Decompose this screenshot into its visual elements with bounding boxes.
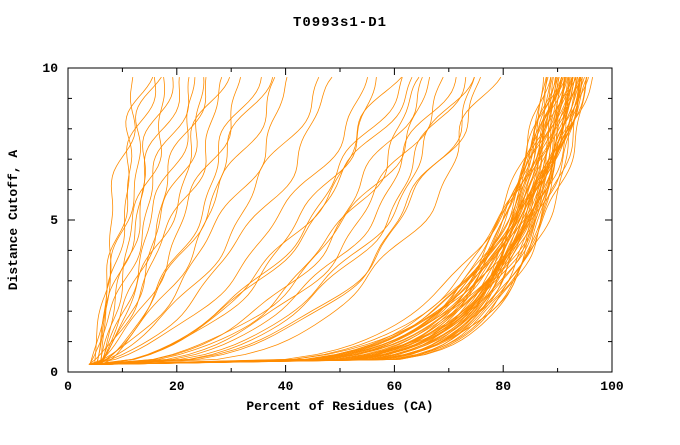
curve-series-group [88, 76, 593, 365]
model-curve [95, 77, 562, 365]
model-curve [89, 77, 560, 365]
model-curve [96, 77, 457, 365]
model-curve [89, 77, 582, 365]
model-curve [101, 76, 573, 365]
chart-title: T0993s1-D1 [293, 15, 387, 31]
model-curve [90, 77, 577, 365]
model-curve [96, 76, 162, 365]
model-curve [89, 77, 181, 365]
model-curve [89, 77, 190, 365]
model-curve [89, 76, 320, 365]
model-curve [101, 77, 467, 365]
model-curve [95, 76, 577, 365]
model-curve [94, 77, 583, 365]
model-curve [100, 77, 573, 365]
x-tick-label: 80 [495, 379, 511, 394]
model-curve [101, 77, 157, 365]
model-curve [101, 77, 174, 365]
model-curve [89, 76, 549, 365]
x-tick-label: 60 [387, 379, 403, 394]
model-curve [94, 76, 580, 365]
model-curve [95, 76, 589, 365]
model-curve [100, 77, 565, 365]
y-axis-label: Distance Cutoff, A [6, 150, 21, 291]
model-curve [99, 77, 430, 365]
model-curve [88, 76, 333, 365]
model-curve [94, 77, 377, 365]
model-curve [101, 76, 573, 365]
model-curve [91, 76, 402, 365]
model-curve [96, 76, 154, 365]
model-curve [89, 76, 569, 365]
model-curve [90, 77, 578, 365]
model-curve [90, 77, 567, 365]
x-tick-label: 20 [169, 379, 185, 394]
model-curve [99, 76, 420, 365]
model-curve [100, 77, 574, 365]
model-curve [95, 77, 581, 365]
model-curve [95, 76, 562, 365]
model-curve [94, 77, 560, 365]
model-curve [100, 76, 564, 365]
model-curve [95, 76, 403, 365]
model-curve [102, 77, 262, 365]
model-curve [94, 77, 574, 365]
model-curve [89, 77, 566, 365]
model-curve [96, 76, 502, 365]
model-curve [94, 76, 241, 365]
model-curve [99, 77, 196, 365]
model-curve [94, 77, 552, 365]
y-tick-label: 0 [50, 365, 58, 380]
model-curve [94, 76, 475, 365]
x-tick-label: 40 [278, 379, 294, 394]
model-curve [96, 76, 274, 365]
model-curve [99, 77, 165, 365]
model-curve [95, 77, 562, 365]
model-curve [101, 77, 556, 365]
model-curve [95, 77, 582, 365]
model-curve [89, 76, 368, 365]
model-curve [90, 77, 552, 365]
model-curve [95, 77, 557, 365]
model-curve [88, 76, 223, 365]
model-curve [100, 76, 588, 365]
x-tick-label: 100 [600, 379, 624, 394]
x-axis-label: Percent of Residues (CA) [246, 399, 433, 414]
y-tick-label: 10 [42, 61, 58, 76]
model-curve [100, 77, 207, 365]
x-tick-label: 0 [64, 379, 72, 394]
model-curve [100, 77, 564, 365]
model-curve [94, 77, 136, 365]
model-curve [89, 77, 576, 365]
model-curve [100, 77, 581, 365]
axes-group: 0 20 40 60 80 100 0 5 10 [42, 61, 624, 394]
model-curve [100, 76, 585, 365]
model-curve [89, 77, 578, 365]
model-curve [89, 77, 570, 365]
model-curve [96, 76, 231, 365]
model-curve [99, 76, 444, 365]
y-tick-label: 5 [50, 213, 58, 228]
model-curve [88, 77, 288, 365]
model-curve [94, 77, 547, 365]
model-curve [99, 77, 205, 365]
model-curve [89, 76, 481, 365]
model-curve [89, 76, 423, 365]
model-curve [91, 76, 475, 365]
model-curve [90, 76, 567, 365]
model-curve [94, 76, 581, 365]
